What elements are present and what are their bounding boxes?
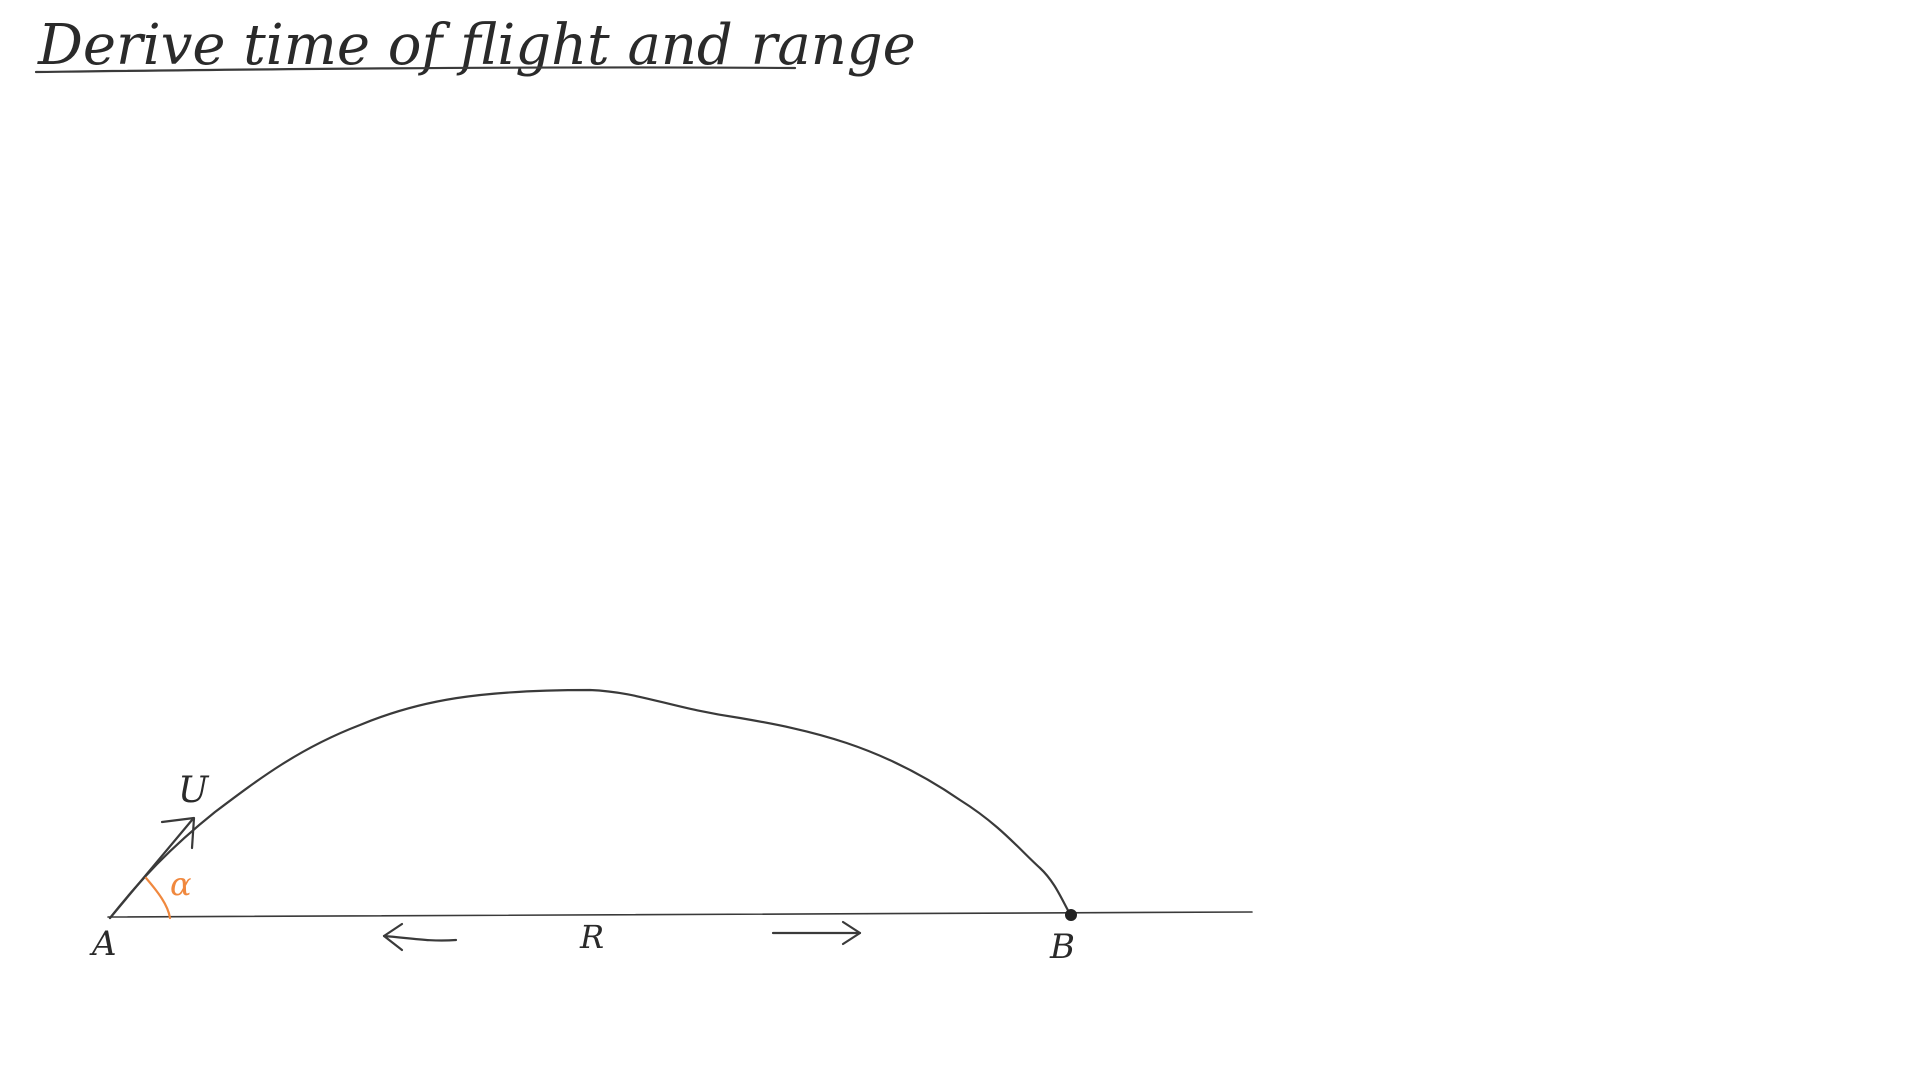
landing-point-dot — [1065, 909, 1077, 921]
landing-point-label: B — [1049, 927, 1075, 967]
angle-label: α — [170, 865, 192, 903]
title-underline — [34, 66, 797, 74]
launch-point-label: A — [89, 924, 117, 964]
velocity-label: U — [178, 770, 210, 811]
range-arrow-right-head — [841, 920, 862, 946]
velocity-arrow-head — [160, 816, 196, 850]
ground-line — [107, 911, 1253, 918]
range-label: R — [579, 918, 604, 956]
angle-arc — [144, 876, 172, 920]
velocity-arrow — [108, 818, 194, 920]
trajectory-curve — [108, 688, 1072, 920]
range-arrow-left-head — [382, 922, 404, 952]
range-arrow-left — [382, 934, 458, 942]
